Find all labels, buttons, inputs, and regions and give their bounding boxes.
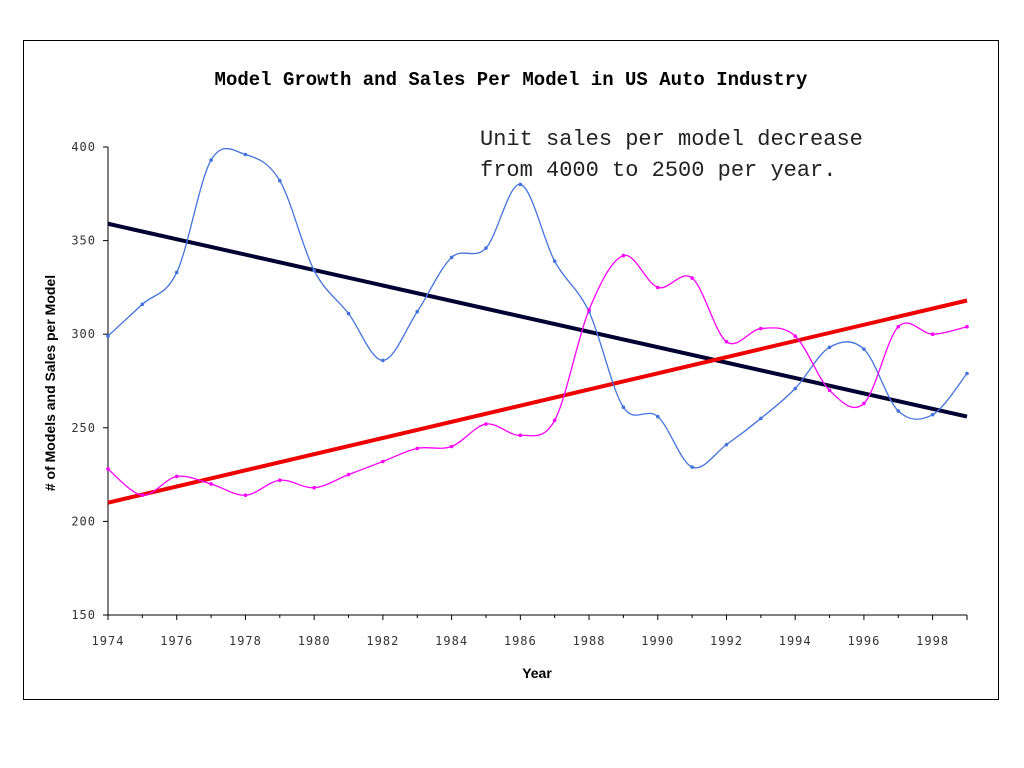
series-1-point — [346, 311, 351, 316]
series-1-point — [278, 178, 282, 183]
x-tick-label: 1986 — [504, 634, 537, 648]
series-2-point — [449, 444, 454, 449]
series-2-point — [518, 433, 523, 438]
series-1-point — [896, 409, 901, 413]
series-2-point — [381, 459, 385, 464]
annotation-line-1: Unit sales per model decrease — [480, 127, 863, 152]
x-tick-label: 1996 — [847, 634, 880, 648]
x-tick-label: 1988 — [573, 634, 606, 648]
series-2-point — [243, 493, 248, 497]
series-1-point — [655, 414, 660, 419]
series-2-point — [793, 334, 797, 338]
y-tick-label: 300 — [71, 327, 96, 341]
series-1-point — [484, 246, 488, 250]
series-2-point — [690, 276, 694, 280]
series-2-point — [140, 493, 145, 497]
series-1-point — [724, 442, 729, 447]
x-tick-label: 1984 — [435, 634, 468, 648]
x-tick-label: 1980 — [298, 634, 331, 648]
series-2-point — [209, 482, 213, 486]
x-tick-label: 1994 — [779, 634, 812, 648]
series-2-point — [106, 467, 110, 471]
series-1-point — [106, 334, 110, 338]
x-tick-label: 1998 — [916, 634, 949, 648]
series-1-point — [930, 412, 935, 417]
series-2-point — [278, 478, 282, 483]
series-2-point — [312, 485, 316, 490]
x-tick-label: 1974 — [92, 634, 125, 648]
series-1-point — [862, 347, 866, 351]
series-2-point — [930, 332, 935, 337]
series-1-point — [552, 259, 557, 263]
series-1-point — [209, 158, 213, 162]
series-1-point — [243, 152, 248, 157]
series-1-point — [690, 465, 694, 469]
series-1-point — [793, 386, 797, 391]
chart-frame — [23, 40, 999, 700]
series-2-line — [107, 254, 968, 496]
trendline-1 — [107, 221, 968, 419]
y-tick-label: 200 — [71, 514, 96, 528]
chart-title: Model Growth and Sales Per Model in US A… — [215, 69, 808, 91]
x-tick-label: 1990 — [641, 634, 674, 648]
x-tick-label: 1978 — [229, 634, 262, 648]
series-2-point — [621, 253, 626, 258]
y-axis-label: # of Models and Sales per Model — [42, 275, 58, 491]
series-1-point — [381, 358, 385, 363]
series-2-point — [484, 422, 488, 426]
series-2-point — [552, 418, 557, 423]
series-1-point — [174, 270, 179, 275]
x-ticks: 1974 1976 1978 1980 1982 1984 1986 1988 1990 1992… — [92, 615, 968, 648]
series-1-point — [518, 182, 523, 187]
series-2-point — [827, 388, 832, 393]
series-1-point — [965, 371, 969, 376]
series-1-point — [759, 416, 763, 421]
series-1-point — [449, 255, 454, 260]
series-1-point — [621, 405, 626, 410]
series-2-point — [896, 324, 901, 329]
x-axis-label: Year — [522, 665, 552, 681]
y-tick-label: 250 — [71, 421, 96, 435]
data-series — [106, 147, 969, 497]
series-1-point — [827, 345, 832, 350]
series-2-point — [862, 401, 866, 406]
y-tick-label: 400 — [71, 140, 96, 154]
series-2-point — [759, 326, 763, 331]
trendlines — [107, 221, 968, 505]
x-tick-label: 1982 — [366, 634, 399, 648]
series-2-point — [174, 474, 179, 479]
y-tick-label: 150 — [71, 608, 96, 622]
x-tick-label: 1976 — [160, 634, 193, 648]
y-tick-label: 350 — [71, 234, 96, 248]
series-2-point — [346, 472, 351, 477]
series-2-point — [965, 324, 969, 329]
x-tick-label: 1992 — [710, 634, 743, 648]
series-1-point — [415, 309, 420, 314]
trendline-2 — [107, 298, 968, 505]
annotation-line-2: from 4000 to 2500 per year. — [480, 158, 836, 183]
series-2-point — [415, 446, 420, 451]
series-2-point — [655, 285, 660, 290]
series-2-point — [724, 339, 729, 344]
y-ticks: 150 200 250 300 350 400 — [71, 140, 108, 622]
series-1-line — [107, 147, 968, 469]
series-1-point — [312, 268, 316, 273]
series-2-point — [587, 308, 591, 312]
series-1-point — [140, 302, 145, 307]
